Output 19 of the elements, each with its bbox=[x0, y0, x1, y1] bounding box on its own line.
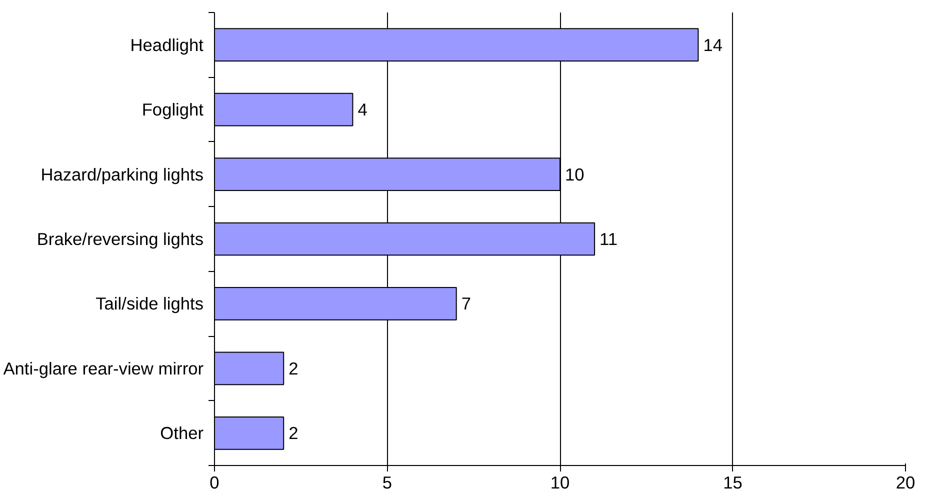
y-tick-label: Other bbox=[160, 423, 204, 444]
y-tick-label: Anti-glare rear-view mirror bbox=[3, 358, 204, 378]
y-tick-label: Tail/side lights bbox=[96, 294, 204, 314]
data-label: 14 bbox=[703, 34, 723, 55]
data-label: 2 bbox=[288, 358, 298, 378]
x-tick-label: 10 bbox=[550, 472, 570, 491]
y-tick-label: Hazard/parking lights bbox=[40, 164, 204, 184]
data-label: 7 bbox=[461, 294, 471, 314]
data-label: 2 bbox=[288, 423, 298, 444]
x-tick-label: 20 bbox=[896, 472, 916, 491]
data-label: 4 bbox=[358, 100, 368, 120]
y-tick-label: Brake/reversing lights bbox=[36, 229, 204, 249]
y-tick-label: Foglight bbox=[142, 100, 204, 120]
x-tick-label: 5 bbox=[382, 472, 392, 491]
y-tick-label: Headlight bbox=[130, 34, 204, 55]
data-label: 11 bbox=[600, 229, 618, 249]
x-tick-label: 0 bbox=[210, 472, 220, 491]
data-label: 10 bbox=[565, 164, 584, 184]
x-tick-label: 15 bbox=[723, 472, 742, 491]
